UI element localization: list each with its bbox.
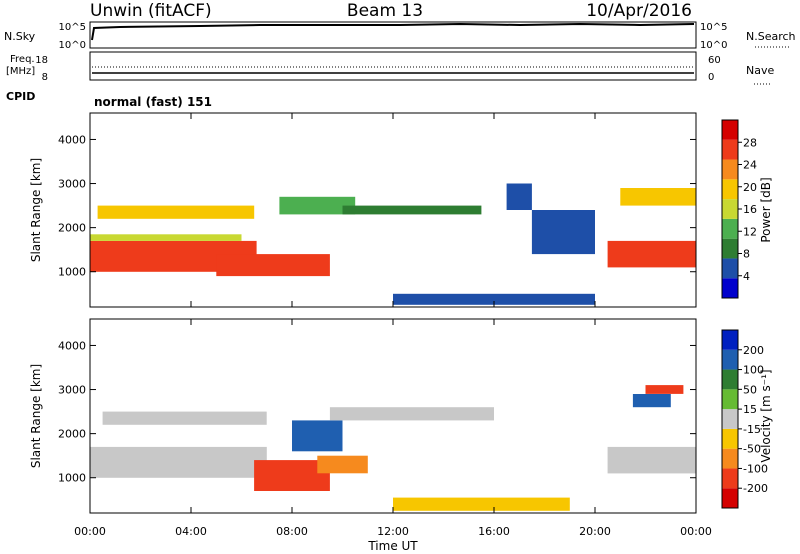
colorbar-segment	[722, 218, 738, 239]
data-region	[254, 460, 330, 491]
colorbar-tick-label: 50	[743, 383, 757, 396]
colorbar-tick-label: 15	[743, 403, 757, 416]
x-tick-label: 00:00	[680, 525, 712, 538]
colorbar-segment	[722, 179, 738, 200]
power-data-layer	[90, 183, 697, 305]
colorbar-tick-label: 200	[743, 344, 764, 357]
colorbar-segment	[722, 330, 738, 350]
data-region	[632, 394, 671, 408]
data-region	[97, 205, 255, 219]
colorbar-segment	[722, 468, 738, 489]
freq-panel	[89, 51, 697, 81]
colorbar-tick-label: -15	[743, 423, 761, 436]
data-region	[317, 455, 368, 474]
nsearch-tick-top: 10^5	[700, 22, 727, 33]
colorbar-segment	[722, 139, 738, 160]
colorbar-segment	[722, 238, 738, 259]
data-region	[342, 205, 482, 215]
cpid-mode: normal (fast) 151	[94, 95, 212, 109]
colorbar-segment	[722, 448, 738, 469]
colorbar-tick-label: 20	[743, 181, 757, 194]
colorbar-tick-label: -50	[743, 443, 761, 456]
freq-label-line2: [MHz]	[6, 66, 35, 77]
freq-tick-top: 18	[35, 55, 48, 66]
power-ylabel: Slant Range [km]	[29, 158, 43, 262]
data-region	[506, 183, 532, 210]
x-axis-label: Time UT	[367, 539, 418, 553]
y-tick-label: 4000	[58, 133, 86, 146]
colorbar-segment	[722, 199, 738, 219]
colorbar-tick-label: 24	[743, 159, 757, 172]
power-colorbar-label: Power [dB]	[759, 177, 773, 242]
velocity-colorbar-label: Velocity [m s⁻¹]	[759, 369, 773, 462]
data-region	[102, 411, 267, 425]
cpid-label: CPID	[6, 90, 35, 103]
data-region	[329, 407, 494, 421]
y-tick-label: 1000	[58, 472, 86, 485]
colorbar-tick-label: 12	[743, 225, 757, 238]
colorbar-tick-label: 4	[743, 270, 750, 283]
colorbar-segment	[722, 258, 738, 279]
data-region	[645, 385, 684, 394]
colorbar-segment	[722, 488, 738, 508]
data-region	[607, 446, 696, 474]
nave-label: Nave	[746, 64, 774, 77]
nsky-tick-top: 10^5	[59, 22, 86, 33]
data-region	[279, 196, 356, 215]
data-region	[90, 234, 242, 241]
x-tick-label: 16:00	[478, 525, 510, 538]
freq-label-line1: Freq.	[10, 54, 35, 65]
nsky-panel	[89, 21, 697, 49]
x-tick-label: 00:00	[74, 525, 106, 538]
data-region	[90, 446, 267, 478]
colorbar-segment	[722, 428, 738, 449]
freq-tick-bottom: 8	[42, 72, 48, 83]
colorbar-tick-label: 28	[743, 136, 757, 149]
nsky-trace	[91, 22, 695, 41]
nsearch-tick-bottom: 10^0	[700, 40, 727, 51]
colorbar-segment	[722, 389, 738, 410]
colorbar-tick-label: 100	[743, 364, 764, 377]
colorbar-segment	[722, 369, 738, 390]
colorbar-segment	[722, 409, 738, 429]
colorbar-tick-label: -200	[743, 482, 768, 495]
x-tick-label: 12:00	[377, 525, 409, 538]
nave-tick-top: 60	[708, 55, 721, 66]
x-tick-label: 20:00	[579, 525, 611, 538]
colorbar-tick-label: -100	[743, 462, 768, 475]
data-region	[531, 210, 595, 255]
data-region	[393, 497, 570, 511]
nsky-label: N.Sky	[4, 30, 36, 43]
y-tick-label: 2000	[58, 222, 86, 235]
velocity-data-layer	[90, 385, 696, 511]
velocity-ylabel: Slant Range [km]	[29, 364, 43, 468]
nave-tick-bottom: 0	[708, 72, 714, 83]
data-region	[620, 188, 697, 206]
data-region	[607, 240, 696, 268]
colorbar-segment	[722, 159, 738, 180]
data-region	[216, 254, 330, 277]
data-region	[393, 293, 595, 305]
y-tick-label: 3000	[58, 384, 86, 397]
nsearch-label: N.Search	[746, 30, 796, 43]
y-tick-label: 1000	[58, 266, 86, 279]
colorbar-tick-label: 16	[743, 203, 757, 216]
nsky-tick-bottom: 10^0	[59, 40, 86, 51]
colorbar-segment	[722, 278, 738, 298]
y-tick-label: 3000	[58, 178, 86, 191]
colorbar-segment	[722, 120, 738, 140]
x-tick-label: 04:00	[175, 525, 207, 538]
beam-title: Beam 13	[347, 1, 423, 21]
colorbar-tick-label: 8	[743, 248, 750, 261]
colorbar-frame	[721, 329, 739, 509]
y-tick-label: 2000	[58, 428, 86, 441]
y-tick-label: 4000	[58, 339, 86, 352]
site-title: Unwin (fitACF)	[90, 1, 212, 21]
date-title: 10/Apr/2016	[586, 1, 692, 21]
data-region	[292, 420, 343, 452]
x-tick-label: 08:00	[276, 525, 308, 538]
colorbar-segment	[722, 349, 738, 370]
